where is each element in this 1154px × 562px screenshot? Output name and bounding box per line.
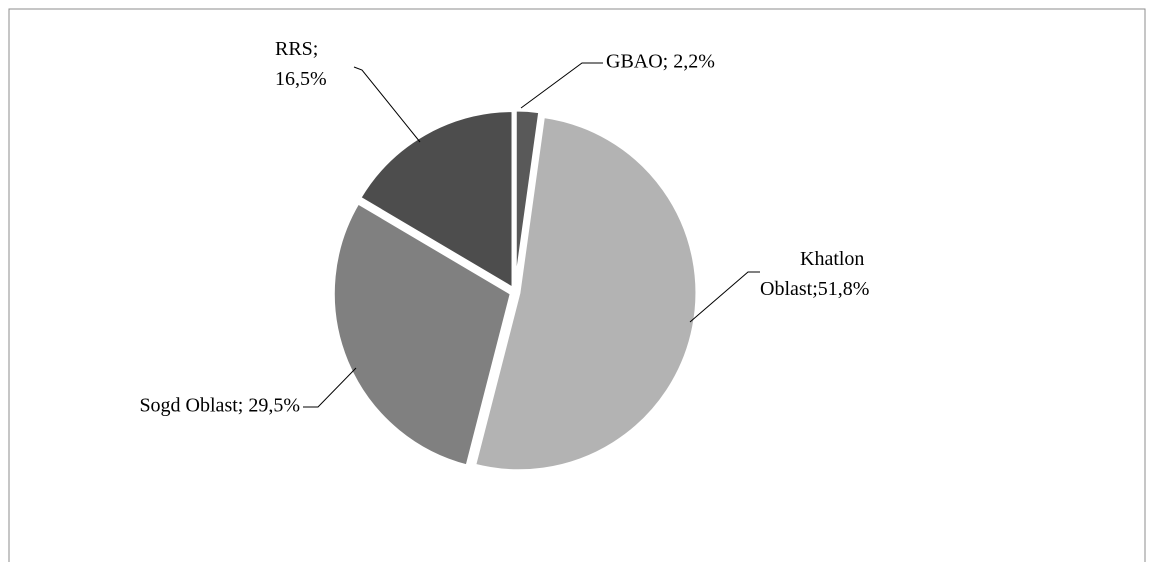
data-label: GBAO; 2,2% — [606, 51, 715, 73]
leader-line — [520, 62, 603, 109]
leader-line — [303, 367, 357, 408]
pie-slice — [472, 114, 699, 473]
pie-slice — [331, 200, 514, 468]
pie-slice — [513, 108, 542, 289]
pie-slice — [357, 109, 515, 292]
data-label: Sogd Oblast; 29,5% — [139, 395, 300, 417]
leader-line — [353, 66, 421, 143]
leader-line — [689, 271, 760, 323]
data-label: RRS; 16,5% — [275, 38, 327, 90]
data-label: Khatlon Oblast;51,8% — [760, 248, 869, 300]
chart-frame — [8, 8, 1146, 562]
